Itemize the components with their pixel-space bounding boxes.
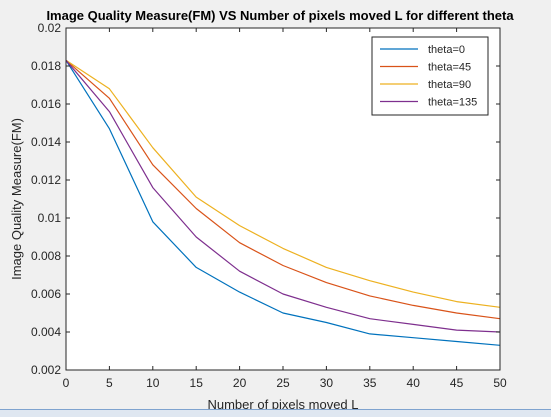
y-tick-label: 0.02 (38, 21, 62, 35)
x-tick-label: 50 (493, 376, 507, 390)
y-tick-label: 0.008 (31, 249, 61, 263)
series-layer (65, 59, 501, 346)
window-bottom-edge (0, 409, 551, 417)
x-tick-label: 15 (190, 376, 204, 390)
x-tick-label: 0 (63, 376, 70, 390)
x-tick-label: 30 (320, 376, 334, 390)
series-line-theta-135 (65, 59, 501, 333)
x-tick-label: 5 (106, 376, 113, 390)
legend-label: theta=135 (428, 97, 477, 109)
x-tick-label: 40 (407, 376, 421, 390)
x-tick-label: 45 (450, 376, 464, 390)
legend-label: theta=45 (428, 62, 471, 74)
x-tick-label: 10 (146, 376, 160, 390)
legend-label: theta=90 (428, 79, 471, 91)
y-tick-label: 0.006 (31, 287, 61, 301)
x-axis-label: Number of pixels moved L (207, 397, 358, 412)
y-axis-label: Image Quality Measure(FM) (9, 118, 24, 280)
series-line-theta-0 (65, 59, 501, 346)
series-line-theta-45 (65, 59, 501, 320)
chart-title: Image Quality Measure(FM) VS Number of p… (46, 8, 514, 23)
x-tick-label: 25 (276, 376, 290, 390)
legend[interactable]: theta=0 theta=45 theta=90 theta=135 (371, 36, 489, 116)
x-tick-label: 35 (363, 376, 377, 390)
y-tick-label: 0.016 (31, 97, 61, 111)
x-tick-label: 20 (233, 376, 247, 390)
legend-label: theta=0 (428, 44, 465, 56)
series-line-theta-90 (65, 59, 501, 308)
y-axis: 0.002 0.004 0.006 0.008 0.01 0.012 0.014 0.016 0… (31, 21, 500, 377)
y-tick-label: 0.004 (31, 325, 61, 339)
y-tick-label: 0.01 (38, 211, 62, 225)
y-tick-label: 0.012 (31, 173, 61, 187)
x-axis: 0 5 10 15 20 25 30 35 40 45 50 (63, 28, 507, 390)
y-tick-label: 0.018 (31, 59, 61, 73)
y-tick-label: 0.002 (31, 363, 61, 377)
y-tick-label: 0.014 (31, 135, 61, 149)
